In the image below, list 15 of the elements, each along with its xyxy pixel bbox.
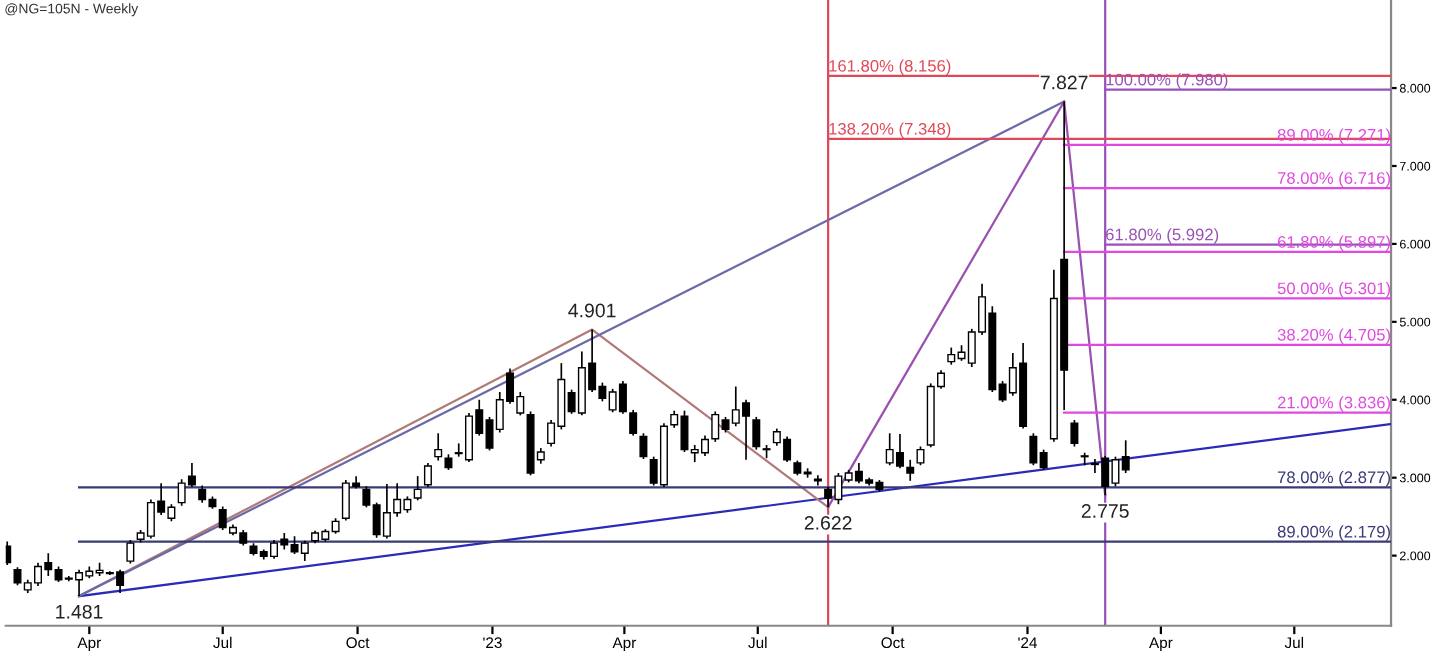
series-label: 38.20% (4.705) bbox=[1277, 328, 1391, 344]
annotation: 1.481 bbox=[56, 604, 103, 619]
annotation: 7.827 bbox=[1040, 75, 1088, 90]
series-label: 50.00% (5.301) bbox=[1277, 282, 1391, 298]
series-label: 161.80% (8.156) bbox=[829, 59, 951, 76]
series-label: 78.00% (6.716) bbox=[1277, 171, 1391, 188]
series-label: 89.00% (2.179) bbox=[1277, 525, 1391, 541]
annotation: 2.622 bbox=[804, 516, 852, 530]
annotation: 2.775 bbox=[1081, 504, 1129, 518]
series-label: 78.00% (2.877) bbox=[1277, 470, 1391, 487]
series-label: 21.00% (3.836) bbox=[1277, 396, 1391, 412]
series-label: 61.80% (5.992) bbox=[1106, 228, 1219, 244]
annotation: 4.901 bbox=[568, 303, 616, 318]
series-label: 138.20% (7.348) bbox=[829, 122, 951, 139]
series-label: 100.00% (7.980) bbox=[1106, 73, 1228, 89]
